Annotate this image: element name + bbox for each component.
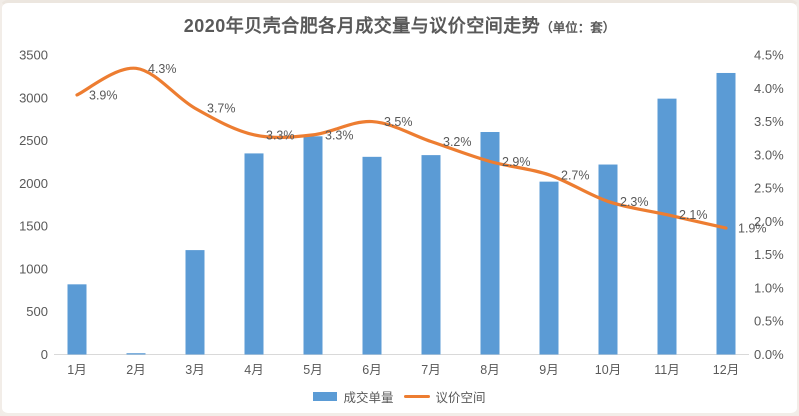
combo-chart: 0 500 1000 1500 2000 2500 3000 3500 0.0% 0.5% 1.0%… xyxy=(19,48,784,378)
x-axis-label: 11月 xyxy=(654,363,679,377)
line-swatch-icon xyxy=(403,395,430,398)
volume-bar xyxy=(185,250,205,355)
line-point-label: 3.3% xyxy=(266,128,295,142)
x-axis-label: 1月 xyxy=(67,363,86,377)
line-point-label: 2.9% xyxy=(502,155,531,169)
volume-bar xyxy=(598,164,618,355)
volume-bar xyxy=(126,353,146,355)
x-axis-label: 10月 xyxy=(595,363,621,377)
left-axis-tick: 1500 xyxy=(19,219,48,234)
line-point-label: 2.1% xyxy=(679,208,708,222)
legend-item-volume: 成交单量 xyxy=(313,387,394,406)
right-axis-tick: 1.0% xyxy=(754,280,784,295)
line-point-label: 3.9% xyxy=(89,88,118,102)
volume-bar xyxy=(539,181,559,355)
x-axis-label: 8月 xyxy=(480,363,499,377)
volume-bar xyxy=(67,284,87,355)
right-axis-tick: 3.0% xyxy=(754,147,784,162)
chart-title-text: 2020年贝壳合肥各月成交量与议价空间走势 xyxy=(183,16,541,36)
x-axis-label: 6月 xyxy=(362,363,381,377)
right-axis-tick: 3.5% xyxy=(754,114,784,129)
bar-swatch-icon xyxy=(313,392,338,401)
right-axis-tick: 2.5% xyxy=(754,181,784,196)
line-point-label: 2.3% xyxy=(620,195,649,209)
left-axis-tick: 2500 xyxy=(19,133,48,148)
volume-bar xyxy=(657,98,677,355)
right-axis-tick: 0.5% xyxy=(754,314,784,329)
line-point-label: 2.7% xyxy=(561,168,590,182)
line-point-label: 4.3% xyxy=(148,62,177,76)
left-axis-tick: 0 xyxy=(41,347,48,362)
volume-bar xyxy=(421,155,441,355)
x-axis-label: 4月 xyxy=(244,363,263,377)
line-point-label: 3.5% xyxy=(384,115,413,129)
left-axis-tick: 3000 xyxy=(19,90,48,105)
right-axis-tick: 4.0% xyxy=(754,81,784,96)
chart-legend: 成交单量 议价空间 xyxy=(2,387,797,406)
x-axis-label: 9月 xyxy=(539,363,558,377)
x-axis-label: 12月 xyxy=(713,363,739,377)
left-axis-tick: 3500 xyxy=(19,48,48,63)
volume-bar xyxy=(362,156,382,355)
right-axis-tick: 2.0% xyxy=(754,214,784,229)
legend-item-negotiation: 议价空间 xyxy=(403,387,486,406)
volume-bar xyxy=(480,132,500,355)
line-point-label: 3.2% xyxy=(443,135,472,149)
line-point-label: 3.7% xyxy=(207,102,236,116)
volume-bar xyxy=(303,136,323,355)
chart-title: 2020年贝壳合肥各月成交量与议价空间走势（单位：套） xyxy=(2,12,797,38)
volume-bar xyxy=(716,72,736,355)
x-axis-label: 3月 xyxy=(185,363,204,377)
chart-title-unit: （单位：套） xyxy=(540,21,616,35)
x-axis-label: 7月 xyxy=(421,363,440,377)
x-axis-label: 5月 xyxy=(303,363,322,377)
left-axis-tick: 2000 xyxy=(19,176,48,191)
volume-bar xyxy=(244,153,264,355)
line-point-label: 1.9% xyxy=(738,222,767,236)
right-axis-tick: 4.5% xyxy=(754,48,784,63)
left-axis-tick: 500 xyxy=(26,304,48,319)
right-axis-tick: 0.0% xyxy=(754,347,784,362)
negotiation-line xyxy=(75,66,728,230)
legend-label-volume: 成交单量 xyxy=(343,391,394,405)
line-point-label: 3.3% xyxy=(325,128,354,142)
right-axis-tick: 1.5% xyxy=(754,247,784,262)
legend-label-negotiation: 议价空间 xyxy=(435,391,486,405)
x-axis-label: 2月 xyxy=(126,363,145,377)
left-axis-tick: 1000 xyxy=(19,261,48,276)
